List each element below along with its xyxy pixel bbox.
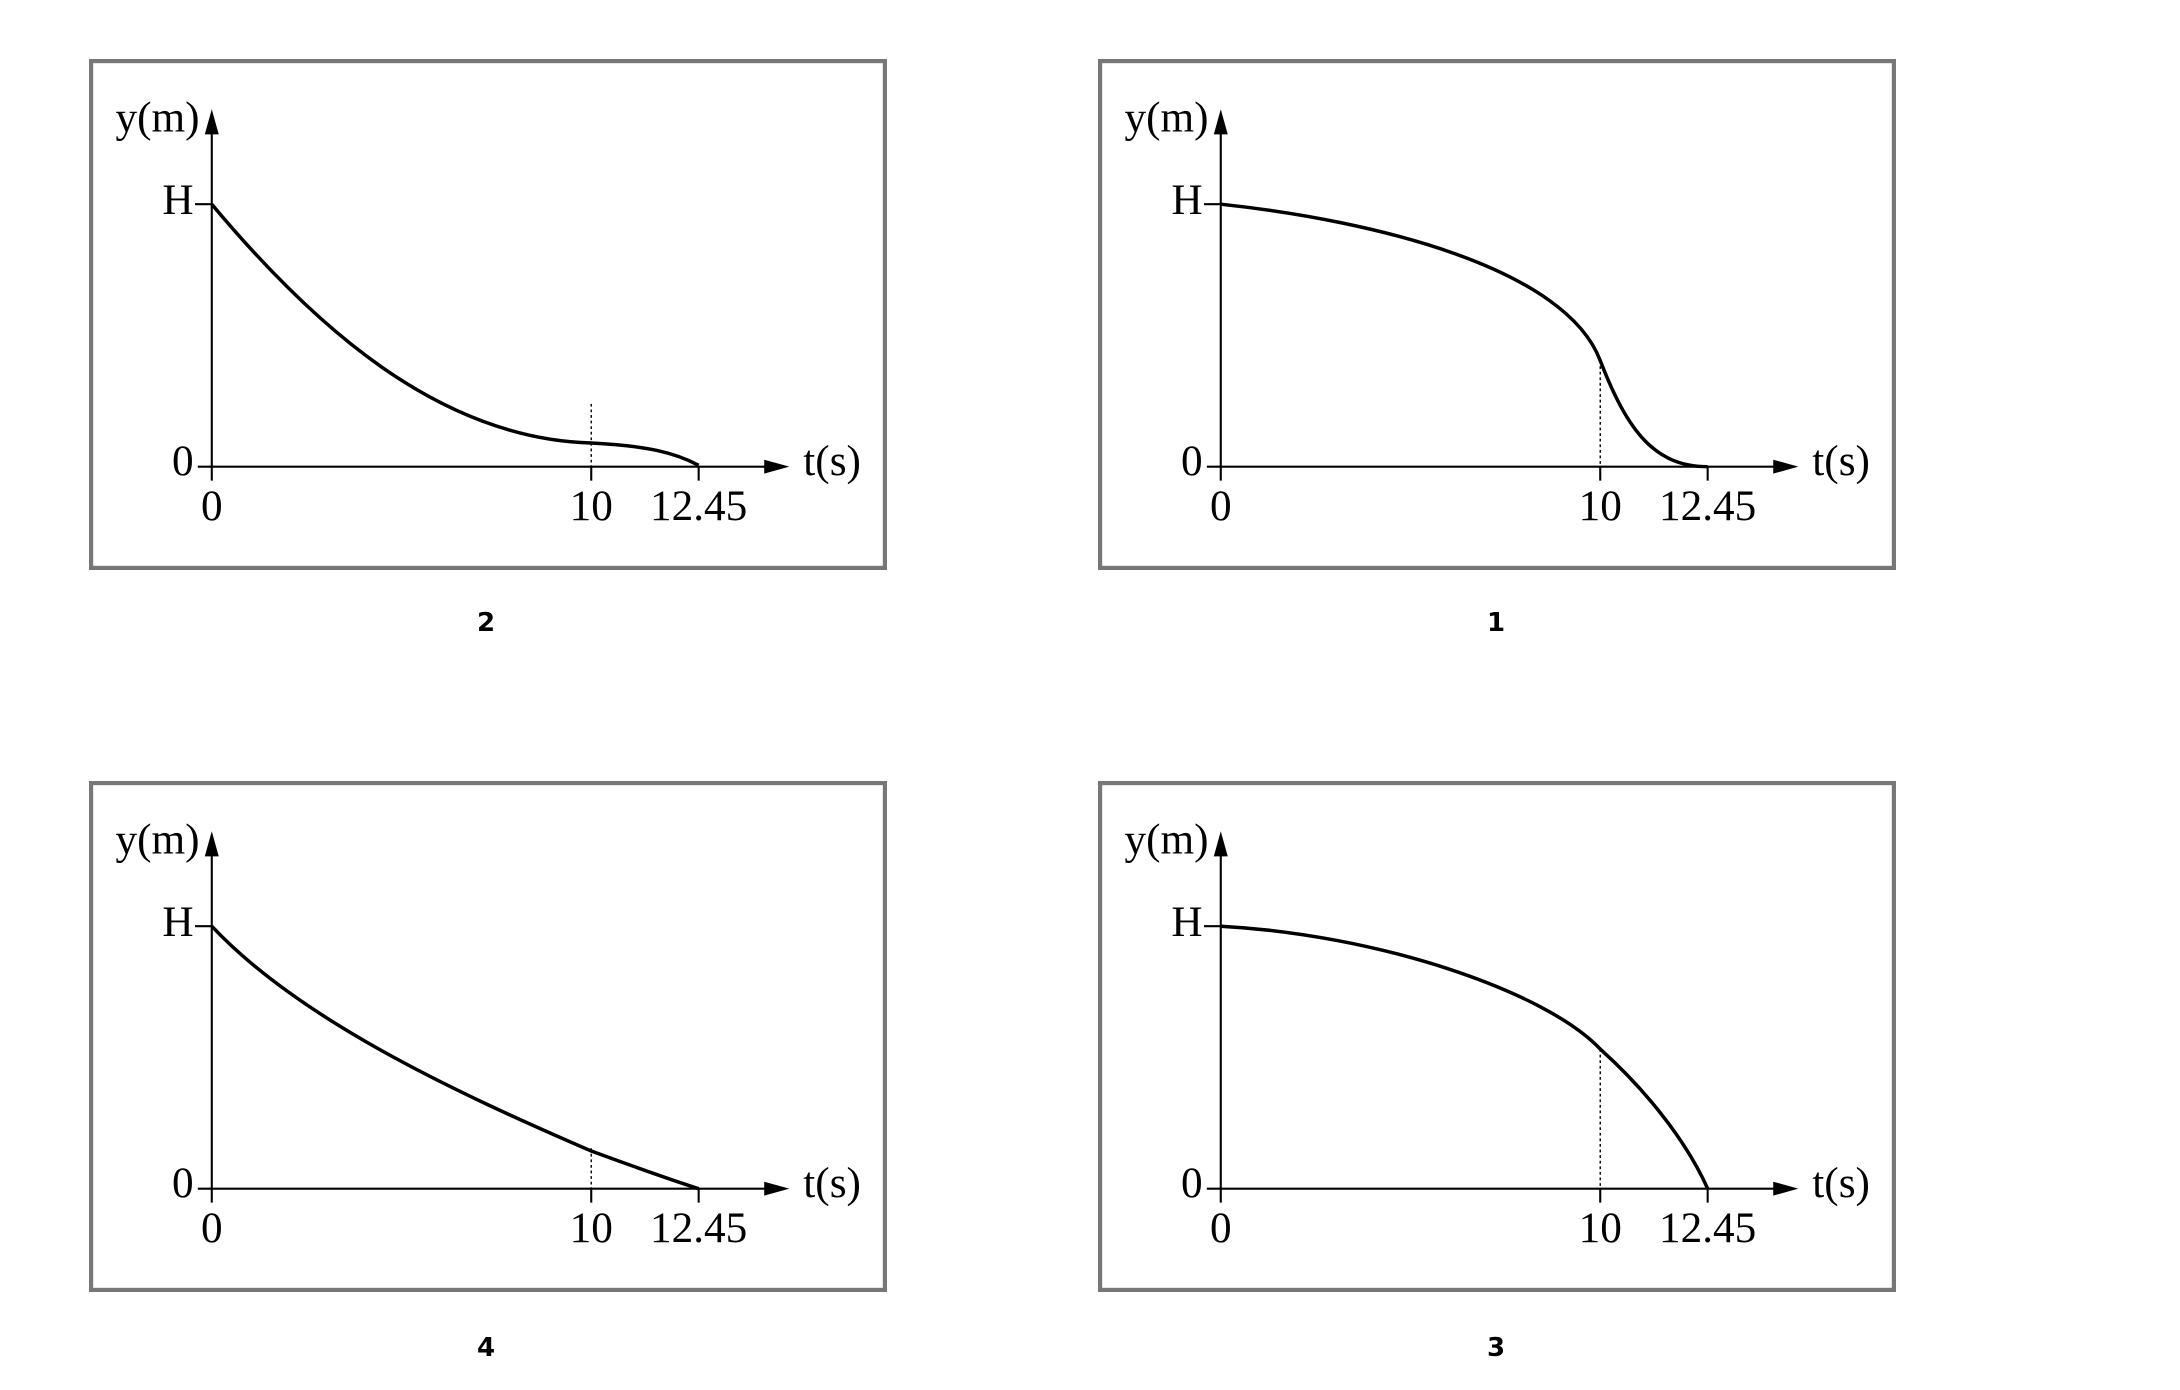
y-arrow	[204, 109, 219, 135]
y-arrow	[1213, 109, 1228, 135]
curve	[1220, 202, 1708, 469]
x-axis-label: t(s)	[803, 437, 861, 485]
frame	[89, 59, 887, 570]
y-tick-label: H	[162, 898, 193, 946]
y-tick-label: H	[1171, 176, 1202, 224]
x-tick-label: 10	[1579, 482, 1622, 530]
panel-number: 4	[476, 1333, 496, 1363]
graph-panel: y(m) t(s) H 00 10 12.45	[1098, 781, 1896, 1292]
x-tick-label: 0	[201, 482, 223, 530]
x-tick-label: 10	[1579, 1204, 1622, 1252]
y-arrow	[1213, 831, 1228, 857]
y-arrow	[204, 831, 219, 857]
x-tick-label: 12.45	[650, 1204, 747, 1252]
x-tick-label: 0	[1210, 482, 1232, 530]
x-axis-label: t(s)	[1812, 1159, 1870, 1207]
x-tick-label: 12.45	[1659, 1204, 1756, 1252]
x-axis-label: t(s)	[803, 1159, 861, 1207]
x-tick-label: 12.45	[650, 482, 747, 530]
frame	[89, 781, 887, 1292]
y-axis-label: y(m)	[116, 816, 200, 864]
graph-panel: y(m) t(s) H 00 10 12.45	[89, 781, 887, 1292]
y-tick-label: H	[162, 176, 193, 224]
x-arrow	[1773, 1181, 1799, 1196]
y-axis-label: y(m)	[1125, 816, 1209, 864]
panel-number: 3	[1486, 1333, 1506, 1363]
x-arrow	[1773, 459, 1799, 474]
graph-panel: y(m) t(s) H 00 10 12.45	[89, 59, 887, 570]
x-tick-label: 0	[1210, 1204, 1232, 1252]
x-axis-label: t(s)	[1812, 437, 1870, 485]
x-arrow	[764, 459, 790, 474]
x-tick-label: 0	[201, 1204, 223, 1252]
x-tick-label: 12.45	[1659, 482, 1756, 530]
y-tick-label: 0	[172, 1159, 194, 1207]
curve	[210, 203, 700, 467]
panel-number: 1	[1486, 608, 1506, 638]
y-tick-label: 0	[1181, 437, 1203, 485]
graph-panel: y(m) t(s) H 00 10 12.45	[1098, 59, 1896, 570]
y-tick-label: 0	[172, 437, 194, 485]
x-tick-label: 10	[570, 482, 613, 530]
curve	[210, 925, 700, 1191]
panel-number: 2	[476, 608, 496, 638]
y-tick-label: 0	[1181, 1159, 1203, 1207]
x-arrow	[764, 1181, 790, 1196]
x-tick-label: 10	[570, 1204, 613, 1252]
y-axis-label: y(m)	[116, 94, 200, 142]
frame	[1098, 781, 1896, 1292]
curve	[1220, 924, 1710, 1190]
y-axis-label: y(m)	[1125, 94, 1209, 142]
y-tick-label: H	[1171, 898, 1202, 946]
frame	[1098, 59, 1896, 570]
